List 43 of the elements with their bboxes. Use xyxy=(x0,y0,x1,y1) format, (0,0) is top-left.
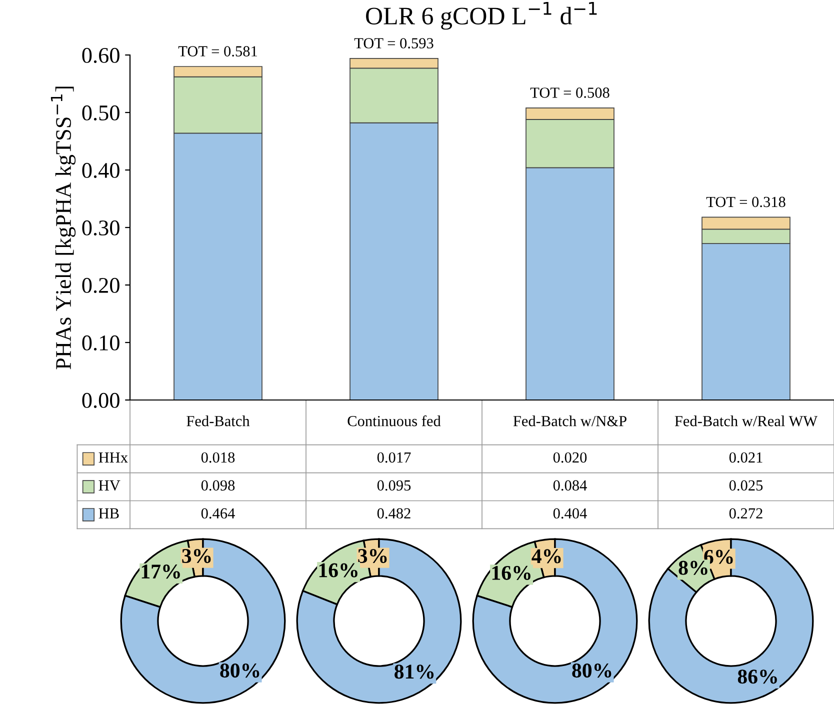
chart-title: OLR 6 gCOD L$^{−1}$ d$^{−1}$ xyxy=(366,2,597,30)
data-label: 0.098 xyxy=(201,480,235,491)
data-label: 0.018 xyxy=(201,452,235,463)
data-label: 0.095 xyxy=(377,480,411,491)
x-tick-label: Continuous fed xyxy=(348,415,441,426)
legend-label: HHx xyxy=(98,452,128,462)
x-tick-label: Fed-Batch w/N&P xyxy=(513,415,626,426)
x-tick-label: Fed-Batch w/Real WW xyxy=(674,415,818,426)
total-label: TOT = 0.508 xyxy=(530,88,610,98)
data-label: 16% xyxy=(492,566,530,580)
data-label: 0.017 xyxy=(377,452,411,463)
donut-slice xyxy=(296,538,462,704)
data-label: 0.464 xyxy=(201,508,235,519)
y-tick-label: 0.10 xyxy=(82,335,120,351)
data-label: 0.272 xyxy=(729,508,762,519)
y-tick-label: 0.40 xyxy=(82,162,120,178)
data-label: 16% xyxy=(319,563,358,578)
data-label: 81% xyxy=(394,664,434,679)
total-label: TOT = 0.581 xyxy=(178,46,257,57)
y-tick-label: 0.50 xyxy=(82,105,120,121)
legend-label: HB xyxy=(98,508,119,518)
y-tick-label: 0.30 xyxy=(82,220,120,236)
donut-slice xyxy=(120,538,286,704)
data-label: 0.020 xyxy=(553,452,587,463)
y-tick-label: 0.00 xyxy=(82,392,120,408)
legend-label: HV xyxy=(98,480,120,491)
total-label: TOT = 0.318 xyxy=(706,196,786,208)
data-label: 86% xyxy=(738,670,777,684)
y-axis-title: PHAs Yield [kgPHA kgTSS$^{−1}$] xyxy=(50,86,76,370)
data-label: 0.021 xyxy=(729,452,762,463)
data-label: 0.025 xyxy=(729,480,763,491)
data-label: 80% xyxy=(572,664,612,678)
total-label: TOT = 0.593 xyxy=(354,38,434,48)
data-label: 17% xyxy=(142,564,180,579)
y-tick-label: 0.20 xyxy=(82,278,120,294)
x-tick-label: Fed-Batch xyxy=(186,415,250,426)
donut-slice xyxy=(648,538,814,704)
data-label: 0.084 xyxy=(553,480,587,491)
data-label: 80% xyxy=(220,664,260,678)
data-label: 0.404 xyxy=(553,508,587,519)
donut-slice xyxy=(472,538,638,704)
data-label: 0.482 xyxy=(377,508,410,519)
y-tick-label: 0.60 xyxy=(82,48,120,64)
